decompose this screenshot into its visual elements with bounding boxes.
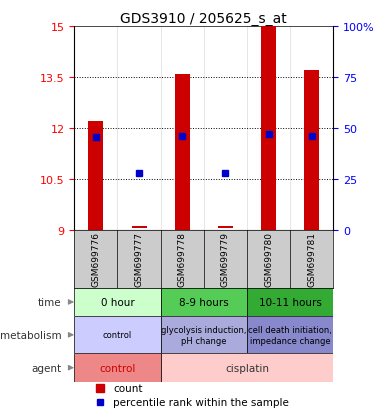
Text: control: control	[103, 330, 132, 339]
Text: 8-9 hours: 8-9 hours	[179, 297, 229, 307]
Text: 10-11 hours: 10-11 hours	[259, 297, 322, 307]
Bar	[161, 316, 247, 354]
Bar	[74, 316, 161, 354]
Text: 0 hour: 0 hour	[101, 297, 134, 307]
Text: metabolism: metabolism	[0, 330, 61, 340]
Bar	[161, 354, 333, 382]
Bar	[174, 74, 190, 230]
Text: GSM699777: GSM699777	[134, 232, 144, 287]
Text: GSM699776: GSM699776	[91, 232, 100, 287]
Text: control: control	[99, 363, 136, 373]
Text: cisplatin: cisplatin	[225, 363, 269, 373]
Text: GSM699778: GSM699778	[178, 232, 187, 287]
Bar	[74, 288, 161, 316]
Text: cell death initiation,
impedance change: cell death initiation, impedance change	[248, 325, 332, 345]
Text: GSM699780: GSM699780	[264, 232, 273, 287]
Text: count: count	[113, 383, 142, 393]
Text: percentile rank within the sample: percentile rank within the sample	[113, 397, 289, 407]
Bar	[247, 288, 333, 316]
Bar	[304, 71, 319, 230]
Bar	[131, 226, 147, 229]
Text: time: time	[38, 297, 61, 307]
Bar	[247, 316, 333, 354]
Bar	[88, 122, 103, 230]
Text: GSM699781: GSM699781	[307, 232, 316, 287]
Bar	[74, 354, 161, 382]
Text: GSM699779: GSM699779	[221, 232, 230, 287]
Text: agent: agent	[31, 363, 61, 373]
Title: GDS3910 / 205625_s_at: GDS3910 / 205625_s_at	[120, 12, 287, 26]
Bar	[261, 27, 276, 230]
Bar	[161, 288, 247, 316]
Text: glycolysis induction,
pH change: glycolysis induction, pH change	[161, 325, 247, 345]
Bar	[218, 226, 233, 229]
